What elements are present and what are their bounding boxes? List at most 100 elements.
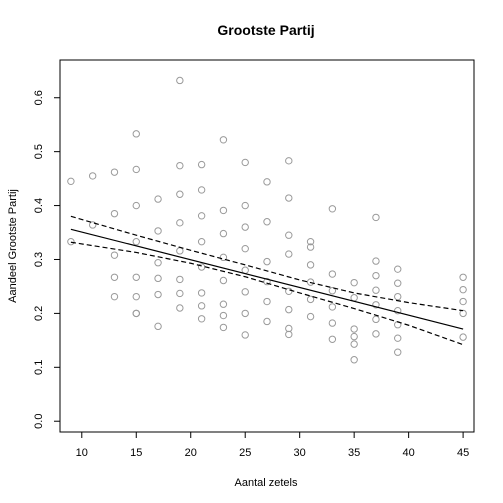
x-tick-label: 45 <box>457 447 469 459</box>
data-point <box>394 279 402 287</box>
data-point <box>110 168 119 176</box>
data-point <box>154 259 162 267</box>
data-point <box>154 322 162 331</box>
data-point <box>350 356 358 364</box>
y-tick-label: 0.3 <box>33 252 45 267</box>
data-point <box>219 311 228 320</box>
data-point <box>263 257 271 266</box>
data-point <box>197 186 206 194</box>
data-point <box>459 285 467 294</box>
x-tick-label: 35 <box>348 447 360 459</box>
data-point <box>328 335 337 343</box>
data-point <box>154 195 162 203</box>
data-point <box>197 315 206 323</box>
data-point <box>459 333 467 341</box>
data-point <box>241 223 249 231</box>
data-point <box>306 261 315 269</box>
data-point <box>350 340 358 348</box>
data-point <box>285 231 293 239</box>
data-point <box>459 273 467 281</box>
data-point <box>132 309 140 318</box>
data-point <box>110 251 119 259</box>
plot-area <box>59 59 475 433</box>
data-point <box>372 257 380 265</box>
chart-title: Grootste Partij <box>217 22 314 38</box>
data-point <box>197 212 206 220</box>
data-point <box>350 278 358 287</box>
data-point <box>350 325 358 333</box>
data-point <box>176 289 184 298</box>
data-point <box>197 302 206 310</box>
data-point <box>88 172 97 180</box>
data-point <box>176 247 184 255</box>
y-tick-label: 0.6 <box>33 90 45 105</box>
data-point <box>306 295 315 304</box>
data-point <box>394 348 402 356</box>
data-point <box>219 253 228 262</box>
x-tick-label: 20 <box>185 447 197 459</box>
data-point <box>306 237 315 246</box>
y-tick-label: 0.1 <box>33 360 45 375</box>
y-tick-label: 0.2 <box>33 306 45 321</box>
data-point <box>394 265 402 273</box>
data-point <box>328 287 337 295</box>
data-point <box>176 304 184 312</box>
data-points <box>67 76 467 364</box>
data-point <box>350 294 358 302</box>
data-point <box>219 206 228 215</box>
data-point <box>394 334 402 342</box>
data-point <box>372 271 380 280</box>
data-point <box>328 303 337 311</box>
data-point <box>197 237 206 246</box>
x-tick-label: 40 <box>403 447 415 459</box>
data-point <box>219 229 228 238</box>
data-point <box>241 244 249 253</box>
data-point <box>328 205 337 213</box>
data-point <box>197 160 206 169</box>
data-point <box>394 292 402 301</box>
data-point <box>132 292 140 301</box>
data-point <box>176 161 184 170</box>
data-point <box>67 177 75 186</box>
data-point <box>372 315 380 324</box>
data-point <box>263 317 271 326</box>
data-point <box>263 178 271 186</box>
data-point <box>219 323 228 332</box>
data-point <box>154 274 162 283</box>
data-point <box>67 237 75 246</box>
x-tick-label: 30 <box>294 447 306 459</box>
data-point <box>459 297 467 306</box>
data-point <box>459 309 467 318</box>
data-point <box>306 243 315 251</box>
x-axis: 10 15 20 25 30 35 40 45 <box>76 432 469 459</box>
data-point <box>132 273 140 281</box>
data-point <box>285 194 293 202</box>
data-point <box>350 332 358 341</box>
data-point <box>285 287 293 295</box>
data-point <box>285 157 293 165</box>
data-point <box>219 276 228 285</box>
data-point <box>154 227 162 235</box>
data-point <box>132 165 140 174</box>
y-tick-label: 0.0 <box>33 414 45 429</box>
data-point <box>372 213 380 222</box>
data-point <box>154 290 162 299</box>
data-point <box>110 292 119 301</box>
x-axis-label: Aantal zetels <box>235 477 298 489</box>
data-point <box>285 305 293 314</box>
data-point <box>306 278 315 286</box>
data-point <box>263 297 271 306</box>
data-point <box>328 319 337 327</box>
y-tick-label: 0.5 <box>33 144 45 159</box>
data-point <box>176 219 184 227</box>
data-point <box>285 330 293 339</box>
data-point <box>132 237 140 246</box>
data-point <box>176 190 184 198</box>
data-point <box>132 130 140 138</box>
confidence-band-upper <box>70 215 464 312</box>
data-point <box>132 201 140 210</box>
data-point <box>372 286 380 294</box>
data-point <box>197 289 206 297</box>
data-point <box>285 250 293 258</box>
